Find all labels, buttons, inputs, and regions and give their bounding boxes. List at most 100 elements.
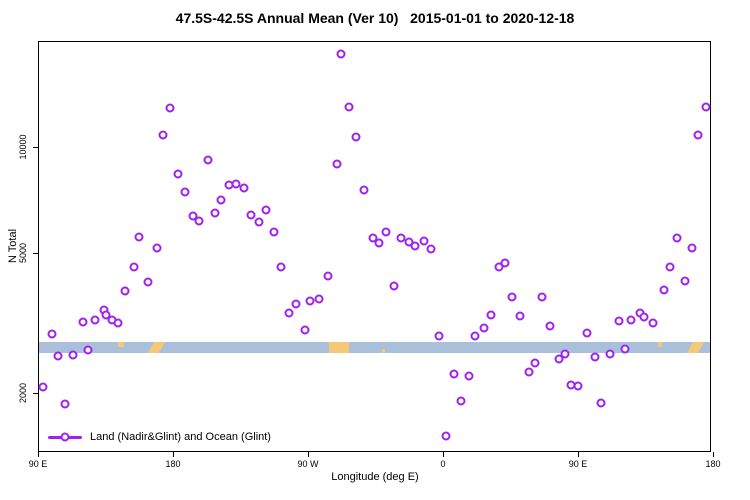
data-point bbox=[239, 183, 248, 193]
x-tick-label: 90 W bbox=[297, 459, 319, 469]
data-point bbox=[314, 294, 323, 304]
land-patch bbox=[657, 342, 662, 347]
y-tick-label: 2000 bbox=[18, 383, 28, 404]
data-point bbox=[659, 285, 668, 295]
data-point bbox=[381, 227, 391, 237]
data-point bbox=[203, 155, 212, 165]
data-point bbox=[441, 431, 451, 441]
data-point bbox=[419, 236, 428, 246]
plot-area bbox=[38, 41, 711, 452]
data-point bbox=[605, 349, 614, 359]
data-point bbox=[165, 103, 175, 113]
land-patch bbox=[381, 349, 386, 353]
data-point bbox=[374, 238, 383, 248]
data-point bbox=[336, 49, 346, 59]
chart-title: 47.5S-42.5S Annual Mean (Ver 10) 2015-01… bbox=[175, 10, 575, 26]
data-point bbox=[276, 262, 286, 272]
data-point bbox=[269, 227, 278, 237]
x-tick-label: 0 bbox=[440, 459, 446, 469]
data-point bbox=[626, 315, 635, 325]
data-point bbox=[665, 262, 674, 272]
data-point bbox=[515, 311, 524, 321]
x-tick bbox=[578, 452, 579, 457]
data-point bbox=[648, 318, 658, 328]
data-point bbox=[479, 323, 488, 333]
data-point bbox=[284, 308, 293, 318]
data-point bbox=[351, 132, 361, 142]
data-point bbox=[120, 286, 130, 296]
data-point bbox=[500, 258, 509, 268]
data-point bbox=[554, 354, 563, 364]
y-tick bbox=[33, 252, 38, 254]
land-patch bbox=[117, 342, 124, 347]
data-point bbox=[254, 217, 263, 227]
data-point bbox=[173, 169, 182, 179]
data-point bbox=[680, 276, 689, 286]
data-point bbox=[323, 271, 332, 281]
data-point bbox=[305, 296, 314, 306]
x-tick bbox=[38, 452, 39, 457]
data-point bbox=[507, 292, 517, 302]
data-point bbox=[158, 130, 167, 140]
data-point bbox=[389, 281, 398, 291]
y-tick-label: 5000 bbox=[18, 242, 28, 263]
data-point bbox=[470, 331, 479, 341]
data-point bbox=[582, 328, 592, 338]
x-tick bbox=[308, 452, 309, 457]
data-point bbox=[456, 396, 466, 406]
data-point bbox=[524, 367, 533, 377]
data-point bbox=[68, 350, 77, 360]
data-point bbox=[614, 316, 623, 326]
data-point bbox=[152, 243, 161, 253]
x-tick-label: 90 E bbox=[28, 459, 48, 469]
data-point bbox=[83, 345, 92, 355]
data-point bbox=[537, 292, 547, 302]
data-point bbox=[560, 349, 569, 359]
y-tick-label: 10000 bbox=[18, 134, 28, 160]
ocean-band bbox=[39, 342, 710, 353]
data-point bbox=[596, 398, 605, 408]
data-point bbox=[693, 130, 703, 140]
data-point bbox=[60, 399, 70, 409]
data-point bbox=[134, 232, 143, 242]
data-point bbox=[359, 185, 368, 195]
land-patch bbox=[147, 342, 165, 353]
x-tick-label: 180 bbox=[165, 459, 181, 469]
data-point bbox=[701, 102, 710, 112]
y-tick bbox=[33, 393, 38, 395]
data-point bbox=[53, 351, 62, 361]
data-point bbox=[113, 318, 122, 328]
data-point bbox=[590, 352, 599, 362]
data-point bbox=[486, 310, 496, 320]
data-point bbox=[368, 233, 377, 243]
data-point bbox=[426, 244, 436, 254]
y-axis-label: N Total bbox=[7, 228, 19, 264]
legend-label: Land (Nadir&Glint) and Ocean (Glint) bbox=[90, 431, 271, 443]
land-patch bbox=[686, 342, 704, 353]
data-point bbox=[101, 310, 110, 320]
data-point bbox=[464, 371, 473, 381]
data-point bbox=[639, 312, 649, 322]
legend-line bbox=[48, 432, 82, 442]
data-point bbox=[573, 381, 583, 391]
data-point bbox=[620, 344, 629, 354]
data-point bbox=[434, 331, 443, 341]
data-point bbox=[47, 329, 56, 339]
data-point bbox=[672, 233, 682, 243]
y-tick bbox=[33, 147, 38, 148]
x-tick bbox=[443, 452, 444, 457]
x-tick bbox=[713, 452, 714, 457]
land-patch bbox=[329, 342, 349, 353]
data-point bbox=[291, 299, 301, 309]
legend-marker-icon bbox=[60, 432, 70, 442]
data-point bbox=[188, 211, 197, 221]
data-point bbox=[78, 317, 88, 327]
data-point bbox=[210, 208, 220, 218]
data-point bbox=[530, 358, 539, 368]
x-axis-label: Longitude (deg E) bbox=[331, 471, 419, 483]
data-point bbox=[449, 369, 458, 379]
data-point bbox=[332, 159, 341, 169]
data-point bbox=[410, 241, 419, 251]
data-point bbox=[194, 216, 203, 226]
